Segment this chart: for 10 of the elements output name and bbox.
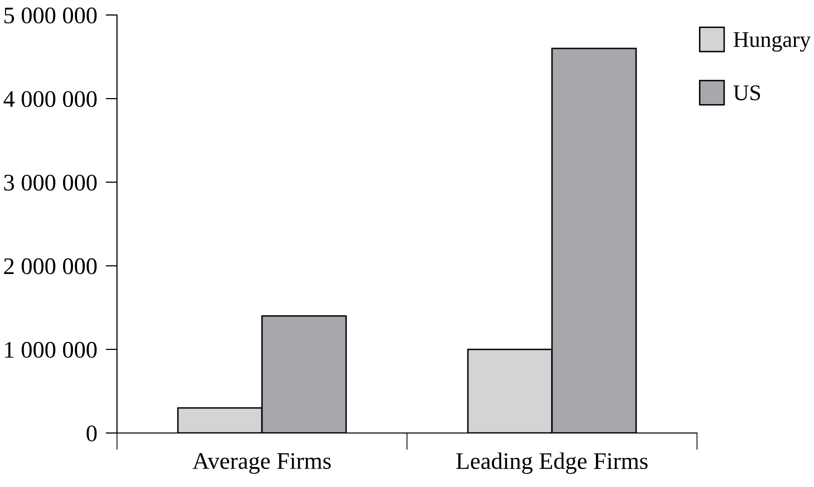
y-tick-label: 2 000 000: [4, 258, 97, 274]
y-tick-label: 3 000 000: [4, 174, 97, 191]
x-tick-label: Average Firms: [192, 453, 331, 474]
y-tick-label: 0: [86, 425, 97, 442]
y-tick-label: 4 000 000: [4, 91, 97, 108]
y-tick-label: 5 000 000: [4, 7, 97, 24]
legend-label: Hungary: [734, 32, 811, 52]
y-tick-label: 1 000 000: [5, 342, 97, 358]
legend-label: US: [733, 85, 760, 100]
x-tick-label: Leading Edge Firms: [456, 452, 648, 474]
